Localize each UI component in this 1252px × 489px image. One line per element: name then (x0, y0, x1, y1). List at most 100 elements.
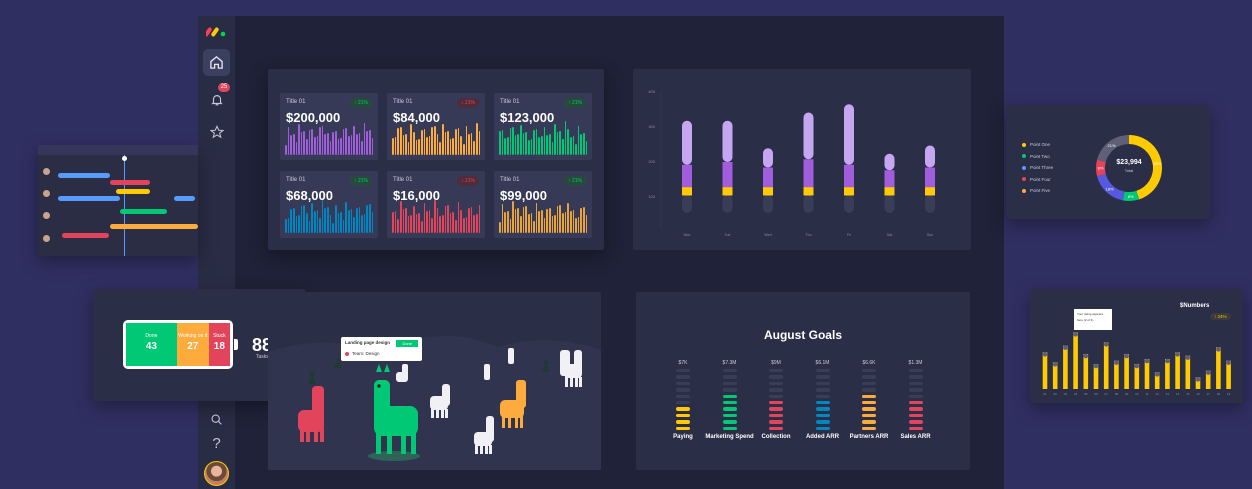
goal-progress-pill (862, 420, 876, 424)
stack-segment (844, 186, 854, 196)
kpi-tile[interactable]: Title 01 $99,000 ↑ 21% (494, 171, 592, 238)
goal-progress-pill (722, 375, 737, 379)
timeline-task-bar[interactable] (116, 189, 150, 194)
kpi-tile[interactable]: Title 01 $16,000 ↓ 21% (387, 171, 485, 238)
goal-progress-pill (908, 426, 923, 430)
goal-progress-pill (908, 413, 923, 418)
tile-bar (337, 213, 340, 233)
stacked-bar-chart: 400 300 200 100 Mon Tue Wed Thu Fri Sat Sun (648, 89, 935, 237)
timeline-task-bar[interactable] (58, 196, 120, 201)
stack-segment (722, 120, 733, 162)
home-button[interactable] (203, 49, 230, 76)
tile-bar (562, 139, 564, 155)
tile-bar (329, 141, 332, 155)
kpi-tile[interactable]: Title 01 $200,000 ↑ 21% (280, 93, 378, 160)
tile-bar (569, 137, 572, 155)
tile-bar (439, 216, 441, 233)
legend-label: Point Two (1030, 153, 1050, 159)
numbers-x-label: 13 (1166, 392, 1170, 396)
user-avatar[interactable] (204, 461, 229, 486)
timeline-task-bar[interactable] (120, 209, 167, 214)
tile-bar (308, 130, 311, 155)
tile-bar (290, 209, 292, 233)
tile-bar (569, 211, 572, 233)
tile-bar (348, 210, 350, 233)
tile-bar (340, 138, 342, 155)
tile-bar (316, 136, 319, 155)
tile-bar (533, 221, 535, 233)
timeline-task-bar[interactable] (174, 196, 195, 201)
numbers-bar-dot (1083, 353, 1089, 359)
numbers-bar (1216, 347, 1221, 389)
tile-bar (290, 135, 292, 155)
tile-bar (530, 213, 533, 233)
x-tick-label: Wed (764, 233, 771, 237)
tile-bar (556, 132, 559, 155)
goal-progress-pill (769, 407, 783, 411)
notifications-button[interactable] (203, 86, 230, 113)
goal-progress-pill (815, 426, 830, 430)
numbers-bar (1063, 345, 1068, 389)
goal-column: $1.3M Sales ARR (881, 360, 951, 440)
tile-bar (504, 138, 506, 155)
numbers-bar (1175, 352, 1180, 389)
timeline-task-bar[interactable] (62, 233, 109, 238)
kpi-tile[interactable]: Title 01 $84,000 ↓ 21% (387, 93, 485, 160)
favorites-button[interactable] (203, 118, 230, 145)
kpi-tile[interactable]: Title 01 $123,000 ↑ 21% (494, 93, 592, 160)
tile-bar (436, 134, 439, 155)
tile-bar (538, 137, 540, 155)
numbers-bar-dot (1042, 352, 1048, 357)
tile-bar (434, 126, 436, 155)
tile-bar (527, 214, 530, 233)
bar-shadow (763, 195, 773, 213)
kpi-tile[interactable]: Title 01 $68,000 ↑ 21% (280, 171, 378, 238)
timeline-task-bar[interactable] (110, 224, 198, 229)
stack-segment (763, 186, 773, 196)
tile-bar (399, 201, 402, 233)
search-button[interactable] (203, 406, 230, 433)
goal-progress-pill (908, 381, 923, 386)
timeline-today-line (124, 155, 125, 256)
tile-bar (517, 208, 519, 233)
stack-segment (884, 153, 895, 171)
x-tick-label: Tue (725, 233, 731, 237)
tile-value: $200,000 (286, 110, 341, 125)
x-tick-label: Mon (684, 233, 691, 237)
goal-progress-pill (676, 400, 690, 405)
help-button[interactable]: ? (203, 430, 230, 457)
llama-task-popup[interactable]: Landing page design Done Team: Design (341, 337, 422, 361)
tile-bar (460, 210, 462, 233)
tile-bar (345, 128, 347, 155)
stack-segment (925, 167, 935, 188)
tile-bar (361, 215, 363, 233)
numbers-bar (1154, 372, 1160, 389)
tile-bar (321, 200, 324, 233)
numbers-x-label: 18 (1217, 392, 1221, 396)
legend-item: Point One (1022, 139, 1053, 151)
bell-icon (210, 94, 223, 105)
stack-segment (925, 145, 935, 168)
tile-bar (363, 123, 366, 155)
timeline-task-bar[interactable] (110, 180, 150, 185)
tile-bar (428, 136, 431, 155)
timeline-task-bar[interactable] (58, 173, 110, 178)
x-tick-label: Sat (887, 233, 892, 237)
tile-bar (499, 131, 501, 155)
tile-bar (345, 202, 347, 233)
tile-bar (313, 211, 316, 233)
tile-sparkbars (499, 201, 588, 233)
tile-bar (509, 128, 512, 155)
tile-change-chip: ↑ 21% (564, 98, 586, 108)
star-icon (209, 124, 224, 138)
stack-segment (682, 164, 692, 188)
goal-progress-pill (769, 420, 783, 424)
tile-bar (350, 209, 353, 233)
tile-bar (316, 210, 319, 233)
tile-bar (460, 136, 462, 155)
tile-bar (300, 206, 303, 233)
tile-bar (551, 142, 554, 155)
numbers-bar-dot (1175, 352, 1180, 357)
numbers-bar-dot (1063, 345, 1068, 350)
assignee-avatar (43, 168, 50, 175)
